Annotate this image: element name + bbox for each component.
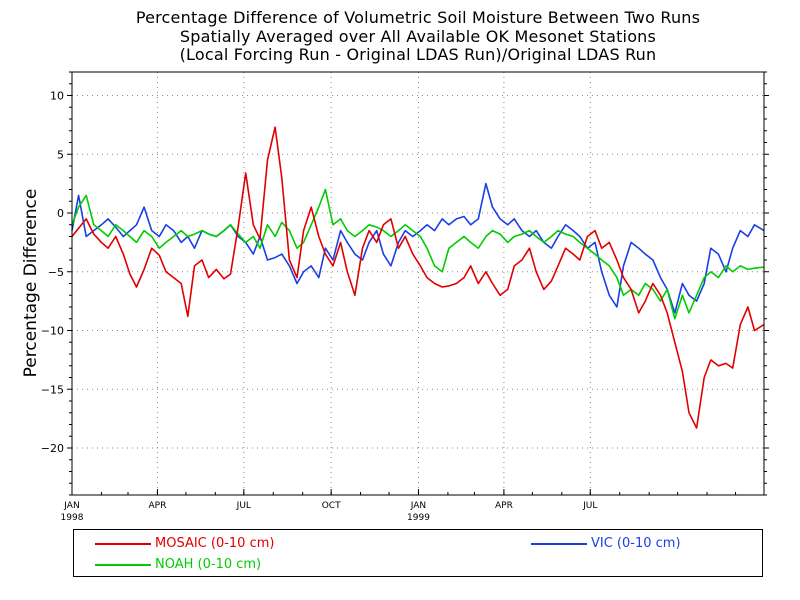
series-lines <box>71 126 765 429</box>
series-line-noah <box>71 188 765 320</box>
legend-label-noah: NOAH (0-10 cm) <box>155 557 262 572</box>
grid-lines <box>72 72 764 495</box>
axis-ticks: 10 5 0 −5 −10 −15 −20 JAN 1998 APR JUL OCT JAN 1999 AP… <box>41 71 769 523</box>
x-tick-label: JUL <box>582 501 597 511</box>
y-tick-label: −20 <box>41 442 64 455</box>
x-tick-label: OCT <box>322 501 341 511</box>
legend: MOSAIC (0-10 cm) NOAH (0-10 cm) VIC (0-1… <box>73 529 763 577</box>
y-tick-label: 5 <box>57 148 64 161</box>
plot-frame <box>71 71 765 496</box>
x-tick-label: JAN <box>410 501 426 511</box>
chart-title-line-2: Spatially Averaged over All Available OK… <box>179 27 657 46</box>
x-tick-label: APR <box>149 501 167 511</box>
y-tick-label: −15 <box>41 383 64 396</box>
legend-label-vic: VIC (0-10 cm) <box>591 536 681 551</box>
legend-swatch-mosaic <box>95 543 151 545</box>
x-tick-label: JUL <box>236 501 251 511</box>
legend-label-mosaic: MOSAIC (0-10 cm) <box>155 536 275 551</box>
y-axis-label: Percentage Difference <box>21 189 41 378</box>
chart-title-line-1: Percentage Difference of Volumetric Soil… <box>135 8 701 27</box>
x-tick-year-label: 1998 <box>61 513 84 523</box>
x-tick-year-label: 1999 <box>407 513 430 523</box>
series-line-mosaic <box>71 126 765 429</box>
legend-swatch-vic <box>531 543 587 545</box>
chart-title-line-3: (Local Forcing Run - Original LDAS Run)/… <box>179 45 657 64</box>
y-tick-label: 0 <box>57 207 64 220</box>
x-tick-label: JAN <box>63 501 79 511</box>
x-tick-label: APR <box>495 501 513 511</box>
y-tick-label: −5 <box>48 266 64 279</box>
y-tick-label: 10 <box>50 90 64 103</box>
legend-swatch-noah <box>95 564 151 566</box>
y-tick-label: −10 <box>41 325 64 338</box>
